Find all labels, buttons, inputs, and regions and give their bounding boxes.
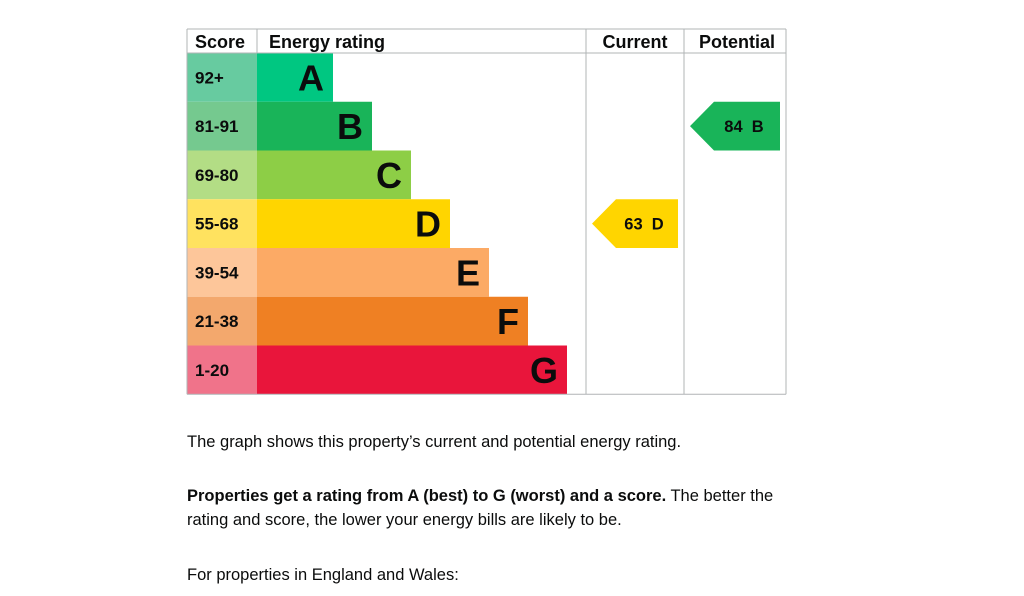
score-cell-f xyxy=(187,296,257,346)
rating-explanation-rest: The better the rating and score, the low… xyxy=(187,487,774,529)
band-letter-a: A xyxy=(298,57,324,98)
score-cell-e xyxy=(187,248,257,297)
england-wales-note: For properties in England and Wales: xyxy=(187,566,459,584)
bands-layer: 92+ A 81-91 B 69-80 C 55-68 D 39-54 E 21-38 F 1-20 G xyxy=(187,53,567,395)
score-cell-a xyxy=(187,53,257,102)
score-range-d: 55-68 xyxy=(195,215,238,234)
band-letter-d: D xyxy=(415,204,441,245)
header-layer: Score Energy rating Current Potential xyxy=(195,32,775,52)
energy-rating-header: Energy rating xyxy=(269,32,385,52)
band-letter-f: F xyxy=(497,301,519,342)
score-range-a: 92+ xyxy=(195,68,224,87)
score-cell-b xyxy=(187,101,257,151)
score-range-c: 69-80 xyxy=(195,166,238,185)
potential-header: Potential xyxy=(699,32,775,52)
graph-description: The graph shows this property’s current … xyxy=(187,433,682,451)
band-bar-f xyxy=(257,296,528,346)
grid-layer xyxy=(186,28,787,395)
score-range-g: 1-20 xyxy=(195,361,229,380)
rating-explanation: Properties get a rating from A (best) to… xyxy=(187,484,807,532)
potential-rating-arrow xyxy=(690,101,780,151)
band-bar-c xyxy=(257,150,411,200)
band-letter-e: E xyxy=(456,252,480,293)
score-range-f: 21-38 xyxy=(195,312,238,331)
epc-chart: 92+ A81-91 B69-80 C55-68 D39-54 E21-38 F1-20 G … xyxy=(186,28,787,395)
rating-explanation-bold: Properties get a rating from A (best) to… xyxy=(187,487,667,505)
score-range-b: 81-91 xyxy=(195,117,238,136)
band-bar-d xyxy=(257,199,450,248)
current-rating-arrow xyxy=(592,199,678,248)
band-bar-e xyxy=(257,248,489,297)
potential-rating-label: 84 B xyxy=(724,118,764,136)
score-header: Score xyxy=(195,32,245,52)
band-bar-b xyxy=(257,101,372,151)
band-letter-g: G xyxy=(530,350,558,391)
marker-layer: 63 D 84 B xyxy=(592,101,780,248)
band-bar-a xyxy=(257,53,333,102)
band-letter-b: B xyxy=(337,106,363,147)
band-letter-c: C xyxy=(376,155,402,196)
score-cell-d xyxy=(187,199,257,248)
score-cell-c xyxy=(187,150,257,200)
score-range-e: 39-54 xyxy=(195,263,239,282)
current-header: Current xyxy=(602,32,667,52)
current-rating-label: 63 D xyxy=(624,216,664,234)
score-cell-g xyxy=(187,345,257,395)
band-bar-g xyxy=(257,345,567,395)
